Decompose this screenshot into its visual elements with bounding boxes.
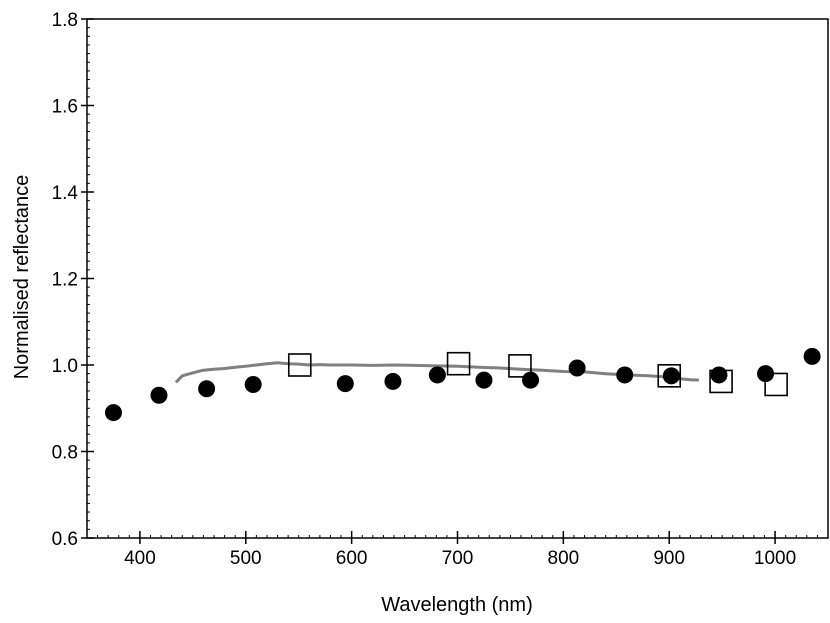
x-tick-label: 1000 [754,548,796,569]
spectrum-line [174,361,699,384]
circle-marker [244,375,262,393]
circle-marker [475,371,493,389]
spectrum-line-layer [174,361,699,384]
circle-marker [384,372,402,390]
y-axis-label: Normalised reflectance [11,175,33,380]
circle-marker [710,366,728,384]
x-axis-label: Wavelength (nm) [381,594,533,616]
circle-marker [616,366,634,384]
x-tick-label: 600 [336,548,368,569]
y-tick-label: 1.0 [52,356,78,377]
x-tick-label: 900 [653,548,685,569]
y-tick-label: 0.6 [52,529,78,550]
circle-marker [198,380,216,398]
square-marker [446,351,471,376]
circle-marker [803,347,821,365]
x-tick-label: 500 [230,548,262,569]
y-tick-label: 1.6 [52,97,78,118]
circle-marker [104,404,122,422]
plot-frame [86,18,829,539]
circle-marker [150,386,168,404]
circle-marker [522,371,540,389]
y-tick-label: 0.8 [52,443,78,464]
square-marker [764,372,788,397]
x-tick-label: 400 [124,548,156,569]
circle-marker [428,366,446,384]
circle-marker [336,375,354,393]
square-marker [657,364,682,388]
y-tick-label: 1.2 [52,270,78,291]
y-tick-label: 1.8 [52,10,78,31]
circle-marker [568,359,586,377]
axes: 0.6 0.8 1.0 1.2 1.4 1.6 1.8 400 500 600 700 800 900 1… [52,10,829,569]
x-tick-label: 700 [442,548,474,569]
square-marker [287,353,312,377]
circle-marker-layer [104,347,821,422]
circle-marker [662,367,680,385]
x-tick-label: 800 [548,548,580,569]
square-marker [508,354,532,378]
y-tick-label: 1.4 [52,183,79,204]
circle-marker [757,365,775,383]
